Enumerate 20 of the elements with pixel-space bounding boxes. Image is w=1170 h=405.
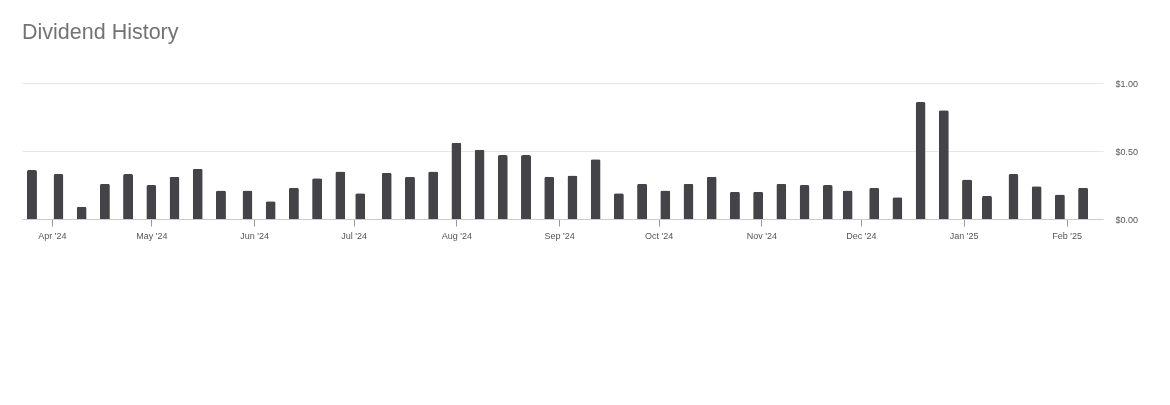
bar	[451, 142, 462, 219]
x-tick-label: Dec '24	[846, 230, 877, 241]
x-tick-label: Jun '24	[240, 230, 269, 241]
y-tick-label: $0.00	[1115, 214, 1139, 225]
x-tick-label: Apr '24	[38, 230, 67, 241]
x-tick-label: Feb '25	[1052, 230, 1082, 241]
bar	[123, 174, 134, 219]
y-tick-label: $1.00	[1115, 78, 1139, 89]
bar	[915, 102, 926, 219]
x-tick-label: Aug '24	[441, 230, 473, 241]
x-tick-label: Nov '24	[746, 230, 778, 241]
y-tick-label: $0.50	[1115, 146, 1139, 157]
x-tick-label: Jan '25	[949, 230, 979, 241]
bar	[521, 155, 532, 219]
x-tick-label: Sep '24	[544, 230, 575, 241]
x-tick-label: Oct '24	[645, 230, 674, 241]
chart-title: Dividend History	[22, 19, 179, 44]
bar	[497, 155, 508, 219]
x-tick-label: Jul '24	[341, 230, 367, 241]
x-tick-label: May '24	[136, 230, 168, 241]
